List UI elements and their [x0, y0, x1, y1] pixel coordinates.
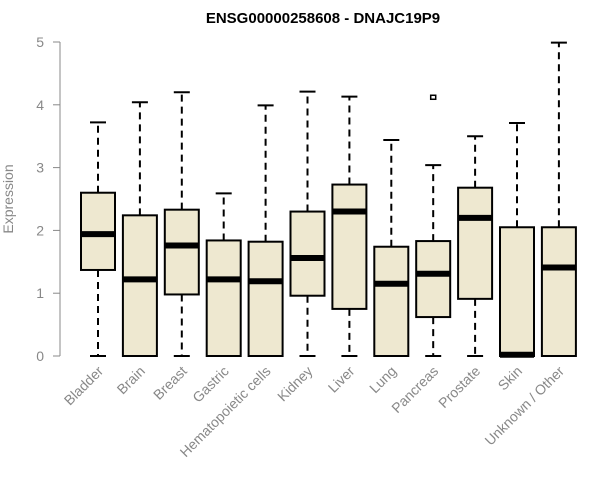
box-iqr — [499, 226, 535, 357]
box-iqr — [457, 186, 494, 300]
outlier-point — [429, 94, 437, 101]
box-iqr — [289, 210, 326, 297]
box-skin — [499, 122, 535, 358]
x-tick-label: Pancreas — [388, 363, 441, 416]
box-iqr — [373, 245, 410, 357]
box-bladder — [80, 121, 116, 357]
x-tick-label: Kidney — [274, 363, 316, 405]
y-tick-label: 3 — [36, 160, 44, 176]
boxes-group — [80, 41, 577, 358]
y-tick-label: 2 — [36, 222, 44, 238]
x-tick-label: Bladder — [61, 363, 107, 409]
box-pancreas — [415, 94, 452, 357]
box-hematopoietic-cells — [247, 104, 284, 357]
x-tick-label: Lung — [366, 363, 399, 396]
chart-title: ENSG00000258608 - DNAJC19P9 — [206, 10, 440, 27]
y-axis: 0 1 2 3 4 5 — [36, 34, 61, 364]
box-unknown-other — [540, 41, 577, 357]
x-tick-label: Unknown / Other — [481, 363, 567, 449]
box-iqr — [331, 183, 368, 310]
box-iqr — [415, 240, 452, 319]
y-tick-label: 1 — [36, 285, 44, 301]
box-iqr — [121, 214, 158, 357]
x-tick-label: Breast — [150, 363, 190, 403]
x-tick-label: Skin — [495, 363, 526, 394]
x-tick-label: Liver — [325, 363, 358, 396]
y-axis-label: Expression — [0, 164, 16, 233]
box-iqr — [247, 240, 284, 357]
x-tick-label: Brain — [114, 363, 148, 397]
box-iqr — [540, 226, 577, 357]
box-iqr — [163, 208, 200, 296]
box-breast — [163, 91, 200, 357]
box-gastric — [205, 192, 242, 357]
box-lung — [373, 138, 410, 357]
box-prostate — [457, 135, 494, 357]
box-brain — [121, 101, 158, 357]
x-tick-label: Prostate — [435, 363, 483, 411]
box-liver — [331, 95, 368, 357]
y-tick-label: 4 — [36, 97, 44, 113]
y-tick-label: 5 — [36, 34, 44, 50]
y-tick-label: 0 — [36, 348, 44, 364]
box-iqr — [205, 239, 242, 357]
box-kidney — [289, 90, 326, 357]
